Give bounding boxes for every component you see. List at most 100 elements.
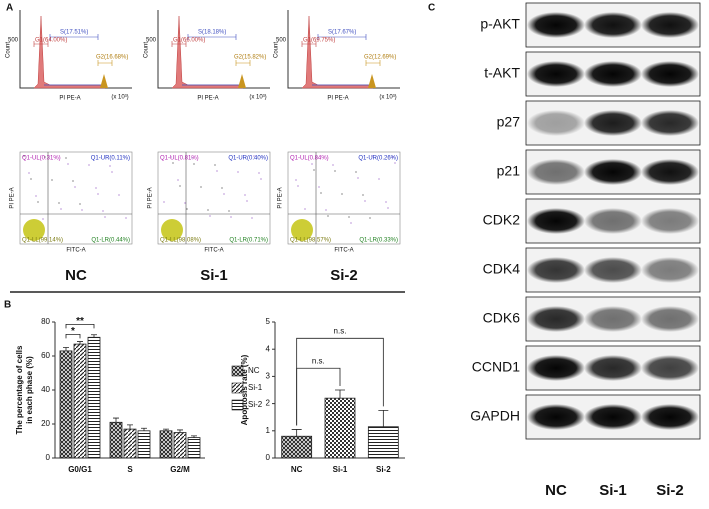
event-dot (371, 155, 373, 157)
sig-label: ** (76, 316, 84, 327)
event-dot (348, 216, 350, 218)
bar (59, 350, 73, 459)
error-bar (127, 424, 133, 430)
bar (137, 430, 151, 459)
blot-band (641, 159, 699, 185)
event-dot (65, 157, 67, 159)
event-dot (102, 210, 104, 212)
y-label: The percentage of cells (15, 345, 24, 434)
event-dot (230, 216, 232, 218)
y-tick-label: 0 (46, 453, 51, 462)
event-dot (313, 169, 315, 171)
blot-band (584, 110, 642, 136)
event-dot (209, 215, 211, 217)
blot-band (641, 208, 699, 234)
error-bar (113, 417, 119, 423)
blot-band (641, 61, 699, 87)
blot-band (641, 257, 699, 283)
protein-label: CCND1 (472, 359, 520, 375)
event-dot (251, 217, 253, 219)
y-tick-label: 500 (276, 38, 287, 44)
group-label: Si-1 (200, 267, 228, 284)
g2-peak (100, 74, 108, 88)
blot-band (584, 257, 642, 283)
blot-band (641, 12, 699, 38)
lane-label: NC (545, 482, 567, 499)
event-dot (111, 171, 113, 173)
g2-label: G2(12.69%) (364, 55, 396, 61)
x-unit: (x 10³) (379, 95, 396, 101)
bar (324, 397, 356, 459)
s-label: S(17.51%) (60, 30, 88, 36)
event-dot (387, 207, 389, 209)
y-tick-label: 5 (266, 317, 271, 326)
event-dot (385, 201, 387, 203)
y-label: PI PE-A (148, 187, 154, 208)
event-dot (246, 200, 248, 202)
q-ul: Q1-UL(0.31%) (22, 156, 61, 162)
y-label: PI PE-A (10, 187, 16, 208)
event-dot (200, 186, 202, 188)
gate (187, 34, 237, 40)
error-bar (163, 428, 169, 431)
q-ul: Q1-UL(0.81%) (160, 156, 199, 162)
gate (49, 34, 99, 40)
q-lr: Q1-LR(0.33%) (359, 238, 398, 244)
event-dot (37, 201, 39, 203)
event-dot (72, 180, 74, 182)
group-label: NC (65, 267, 87, 284)
x-tick-label: G2/M (170, 465, 190, 474)
event-dot (109, 165, 111, 167)
event-dot (74, 186, 76, 188)
gate (317, 34, 367, 40)
x-label: FITC-A (204, 248, 223, 254)
y-tick-label: 20 (41, 419, 50, 428)
event-dot (260, 178, 262, 180)
g1-peak (301, 15, 374, 89)
event-dot (23, 155, 25, 157)
x-unit: (x 10³) (249, 95, 266, 101)
blot-band (527, 208, 585, 234)
blot-band (584, 208, 642, 234)
axes (19, 10, 132, 89)
event-dot (327, 215, 329, 217)
g1-label: G1(64.00%) (35, 38, 67, 44)
group-label: Si-2 (330, 267, 358, 284)
legend-swatch (231, 365, 244, 377)
y-label: PI PE-A (278, 187, 284, 208)
event-dot (223, 193, 225, 195)
event-dot (172, 162, 174, 164)
x-label: PI PE-A (197, 96, 218, 102)
g2-peak (368, 74, 376, 88)
event-dot (214, 164, 216, 166)
blot-band (527, 61, 585, 87)
lane-label: Si-2 (656, 482, 684, 499)
event-dot (42, 218, 44, 220)
event-dot (35, 195, 37, 197)
x-tick-label: NC (291, 465, 303, 474)
error-bar (378, 410, 389, 427)
error-bar (91, 334, 97, 338)
g1-label: G1(66.00%) (173, 38, 205, 44)
error-bar (63, 347, 69, 351)
y-tick-label: 60 (41, 351, 50, 360)
event-dot (325, 209, 327, 211)
event-dot (295, 179, 297, 181)
event-dot (104, 216, 106, 218)
event-dot (304, 208, 306, 210)
y-tick-label: 0 (266, 453, 271, 462)
legend-swatch (231, 382, 244, 394)
y-tick-label: 1 (266, 426, 271, 435)
q-ur: Q1-UR(0.40%) (228, 156, 268, 162)
x-tick-label: Si-2 (376, 465, 391, 474)
blot-band (527, 12, 585, 38)
protein-label: t-AKT (484, 65, 520, 81)
event-dot (350, 222, 352, 224)
event-dot (163, 201, 165, 203)
event-dot (369, 217, 371, 219)
event-dot (177, 179, 179, 181)
q-ll: Q1-LL(99.14%) (22, 238, 63, 244)
g2-label: G2(15.82%) (234, 55, 266, 61)
blot-band (527, 306, 585, 332)
panel-label: C (428, 3, 435, 14)
